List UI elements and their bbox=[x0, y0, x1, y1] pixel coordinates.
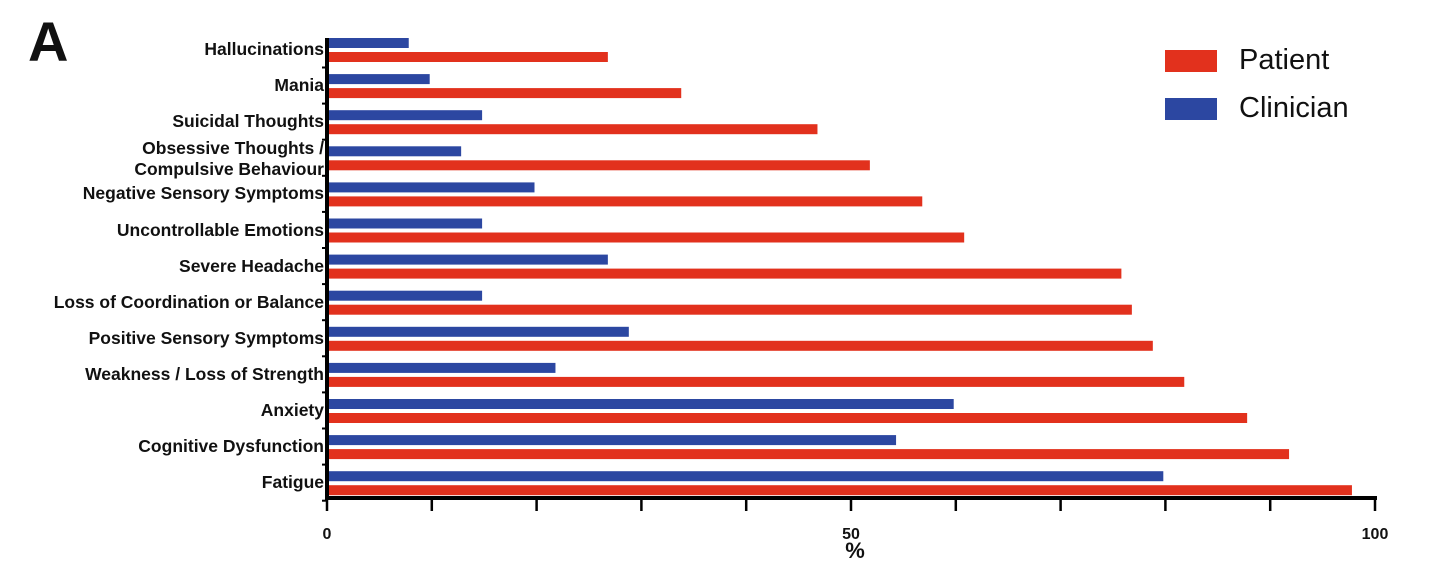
bar-patient-severe-headache bbox=[327, 268, 1122, 279]
category-label-hallucinations: Hallucinations bbox=[204, 39, 324, 59]
category-label-mania: Mania bbox=[274, 75, 324, 96]
bar-clinician-mania bbox=[327, 74, 430, 85]
bar-patient-loss-of-coordination-or-balance bbox=[327, 304, 1132, 315]
category-label-anxiety: Anxiety bbox=[260, 400, 324, 420]
bar-clinician-anxiety bbox=[327, 399, 954, 409]
bar-clinician-negative-sensory-symptoms bbox=[327, 182, 535, 193]
bar-patient-cognitive-dysfunction bbox=[327, 449, 1290, 460]
category-label-uncontrollable-emotions: Uncontrollable Emotions bbox=[116, 219, 324, 240]
category-label-positive-sensory-symptoms: Positive Sensory Symptoms bbox=[88, 327, 324, 348]
bar-patient-fatigue bbox=[327, 485, 1352, 496]
bar-patient-uncontrollable-emotions bbox=[327, 232, 965, 243]
category-label-suicidal-thoughts: Suicidal Thoughts bbox=[172, 111, 324, 132]
legend-swatch-patient bbox=[1165, 50, 1217, 72]
x-tick-label-0: 0 bbox=[323, 526, 332, 543]
bar-patient-weakness-loss-of-strength bbox=[327, 376, 1185, 387]
bar-clinician-uncontrollable-emotions bbox=[327, 218, 483, 229]
bar-patient-suicidal-thoughts bbox=[327, 124, 818, 135]
category-label-obsessive-thoughts-compulsive-behaviour: Obsessive Thoughts / Compulsive Behaviou… bbox=[134, 138, 324, 180]
bar-clinician-positive-sensory-symptoms bbox=[327, 326, 629, 337]
category-label-severe-headache: Severe Headache bbox=[179, 255, 324, 276]
x-tick-label-100: 100 bbox=[1362, 526, 1389, 543]
category-label-weakness-loss-of-strength: Weakness / Loss of Strength bbox=[85, 363, 324, 384]
bar-clinician-loss-of-coordination-or-balance bbox=[327, 290, 483, 301]
bar-patient-negative-sensory-symptoms bbox=[327, 196, 923, 207]
bar-patient-anxiety bbox=[327, 413, 1248, 423]
bar-patient-hallucinations bbox=[327, 52, 608, 62]
bar-patient-obsessive-thoughts-compulsive-behaviour bbox=[327, 160, 870, 171]
category-label-negative-sensory-symptoms: Negative Sensory Symptoms bbox=[82, 183, 324, 204]
bar-clinician-suicidal-thoughts bbox=[327, 110, 483, 121]
panel-label: A bbox=[28, 10, 69, 73]
bar-clinician-weakness-loss-of-strength bbox=[327, 362, 556, 373]
bar-clinician-cognitive-dysfunction bbox=[327, 435, 897, 446]
legend-swatch-clinician bbox=[1165, 98, 1217, 120]
x-axis-label: % bbox=[845, 538, 865, 563]
category-label-fatigue: Fatigue bbox=[261, 472, 324, 493]
legend-label-patient: Patient bbox=[1239, 44, 1330, 76]
bar-clinician-severe-headache bbox=[327, 254, 608, 265]
bar-patient-mania bbox=[327, 88, 682, 99]
category-label-cognitive-dysfunction: Cognitive Dysfunction bbox=[138, 436, 324, 457]
bar-clinician-hallucinations bbox=[327, 38, 409, 48]
category-label-loss-of-coordination-or-balance: Loss of Coordination or Balance bbox=[53, 291, 324, 312]
bar-patient-positive-sensory-symptoms bbox=[327, 340, 1153, 351]
bar-clinician-obsessive-thoughts-compulsive-behaviour bbox=[327, 146, 462, 157]
bar-clinician-fatigue bbox=[327, 471, 1164, 482]
x-tick-label-50: 50 bbox=[842, 526, 860, 543]
legend-label-clinician: Clinician bbox=[1239, 92, 1349, 124]
